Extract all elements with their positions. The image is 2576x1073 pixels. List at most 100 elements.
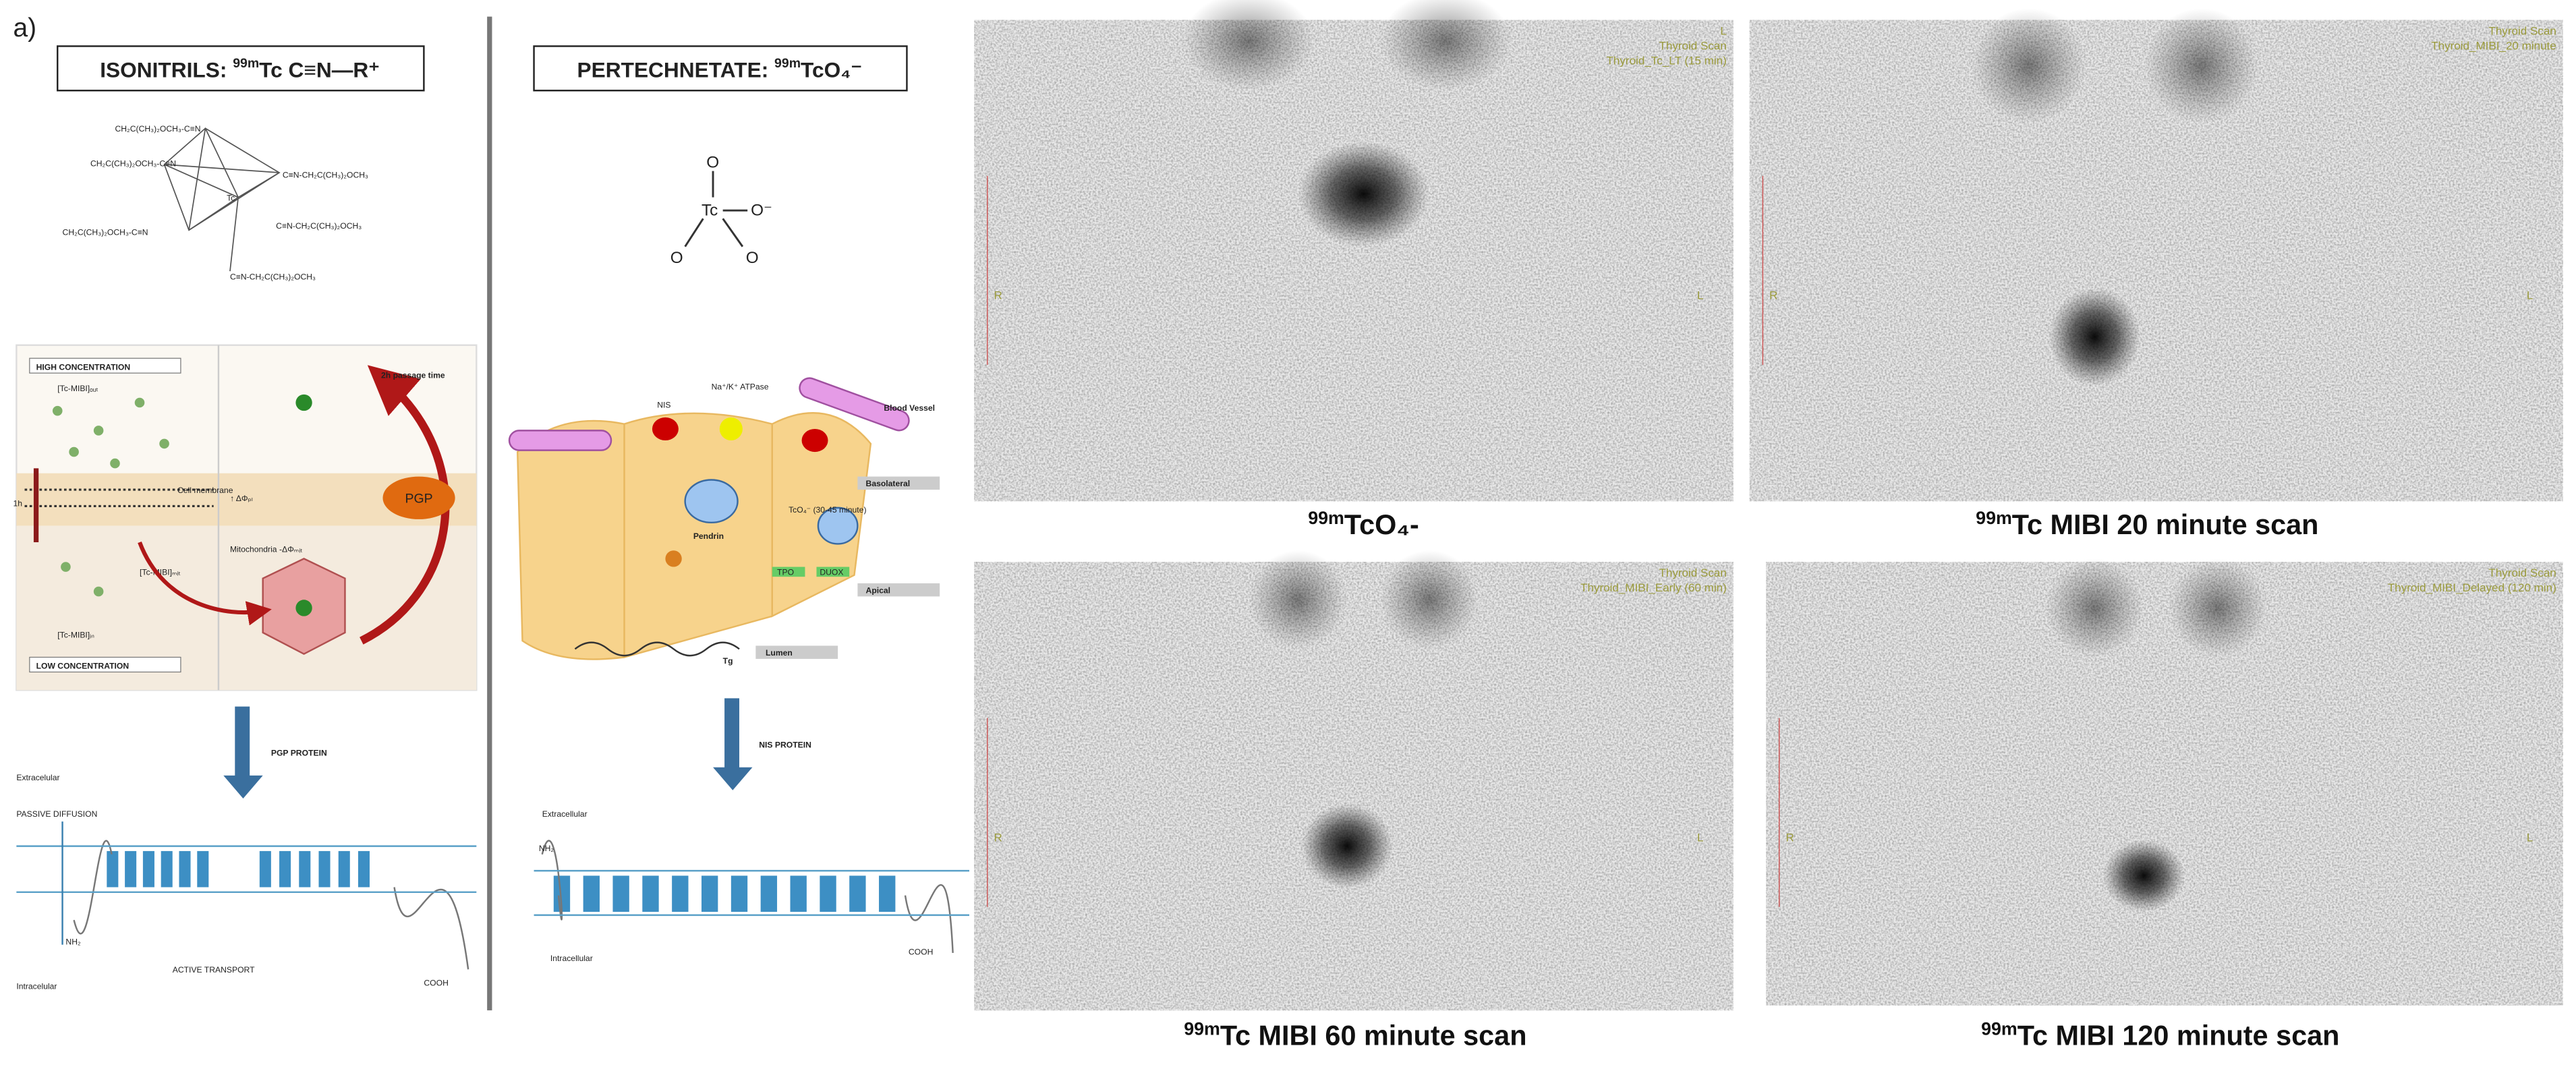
scan-header: Thyroid Scan (1659, 567, 1726, 579)
label: CH₂C(CH₃)₂OCH₃-C≡N (63, 228, 148, 237)
scan: L Thyroid Scan Thyroid_Tc_LT (15 min) R L 99m… (974, 0, 1734, 540)
helix (731, 875, 748, 912)
shape (24, 488, 214, 508)
side-marker: R (994, 831, 1002, 844)
panel-a: a) ISONITRILS: 99mTc C≡N—R⁺ PERTECHNETAT… (13, 13, 969, 1011)
helix (583, 875, 600, 912)
label: Blood Vessel (884, 403, 935, 413)
shape (755, 645, 838, 659)
shape (110, 458, 120, 469)
caption: 99mTc MIBI 20 minute scan (1976, 508, 2318, 540)
label: [Tc-MIBI]ₘᵢₜ (140, 568, 181, 577)
shape (138, 541, 272, 626)
side-marker: R (1785, 831, 1794, 844)
label: Cell membrane (177, 486, 233, 495)
label: COOH (909, 947, 933, 956)
shape (61, 562, 71, 572)
label: O (746, 249, 759, 267)
shape (719, 417, 743, 441)
shape (799, 377, 910, 432)
helix (357, 850, 370, 888)
label: Basolateral (866, 479, 911, 488)
label: Na⁺/K⁺ ATPase (712, 382, 769, 392)
shape (73, 840, 954, 970)
helix (125, 850, 137, 888)
label: Tc (227, 193, 235, 202)
label: 1h (13, 498, 22, 508)
label: PERTECHNETATE: (577, 58, 775, 82)
helix (197, 850, 209, 888)
label: O⁻ (751, 201, 772, 219)
helix (760, 875, 778, 912)
label: TcO₄⁻ (801, 58, 862, 82)
label: Extracellular (542, 809, 588, 819)
label: C≡N-CH₂C(CH₃)₂OCH₃ (230, 272, 316, 281)
caption-text: TcO₄- (1344, 509, 1419, 540)
label: TPO (777, 568, 794, 577)
shape (69, 446, 79, 457)
helix (672, 875, 689, 912)
shape (29, 656, 181, 673)
helix (142, 850, 154, 888)
scan: Thyroid Scan Thyroid_MIBI_Early (60 min) R… (974, 550, 1734, 1051)
scan-header: Thyroid_MIBI_20 minute (2431, 39, 2556, 52)
helix (701, 875, 718, 912)
caption-text: Tc MIBI 120 minute scan (2017, 1020, 2340, 1051)
shape (857, 476, 940, 490)
shape (57, 45, 425, 92)
scan-header: Thyroid Scan (1659, 39, 1726, 52)
caption-sup: 99m (1976, 508, 2012, 528)
title: ISONITRILS: 99mTc C≡N—R⁺ (100, 56, 380, 82)
label: NIS PROTEIN (759, 740, 811, 749)
label: Mitochondria -ΔΦₘᵢₜ (230, 545, 303, 554)
shape (360, 365, 450, 645)
side-marker: R (994, 289, 1002, 302)
label: PASSIVE DIFFUSION (16, 809, 97, 819)
side-marker: L (2527, 831, 2533, 844)
label: Tc (702, 201, 718, 219)
shape (684, 171, 748, 248)
side-marker: L (1697, 831, 1703, 844)
label: PGP (405, 492, 433, 506)
scan-header: Thyroid_MIBI_Early (60 min) (1580, 581, 1727, 594)
caption-text: Tc MIBI 20 minute scan (2012, 509, 2319, 540)
side-marker: L (1697, 289, 1703, 302)
shape (817, 506, 859, 545)
scan-header: Thyroid Scan (2488, 24, 2556, 37)
label: Apical (866, 586, 890, 596)
label: C≡N-CH₂C(CH₃)₂OCH₃ (276, 221, 362, 231)
noise (974, 562, 1734, 1011)
loop (541, 840, 954, 953)
shape (52, 397, 169, 597)
shape (93, 426, 104, 436)
noise (1749, 20, 2563, 502)
helix (161, 850, 173, 888)
label: 99m (233, 56, 259, 71)
shape (223, 706, 263, 799)
shape (801, 428, 828, 453)
shape (684, 218, 704, 248)
scan-header: L (1720, 24, 1726, 37)
label: NH₂ (65, 937, 81, 947)
shape (163, 127, 281, 272)
noise (1766, 562, 2563, 1006)
label: HIGH CONCENTRATION (36, 362, 131, 372)
helix (612, 875, 629, 912)
label: LOW CONCENTRATION (36, 662, 130, 671)
shape (159, 438, 169, 449)
shape (134, 397, 145, 408)
shape (816, 567, 850, 577)
helix (299, 850, 311, 888)
label: COOH (424, 979, 448, 988)
loop (73, 840, 469, 970)
helix (849, 875, 866, 912)
shape (665, 550, 682, 567)
helix (820, 875, 836, 912)
shape (93, 586, 104, 597)
shape (684, 479, 739, 524)
helix (179, 850, 191, 888)
helix (107, 850, 119, 888)
shape (29, 357, 181, 374)
